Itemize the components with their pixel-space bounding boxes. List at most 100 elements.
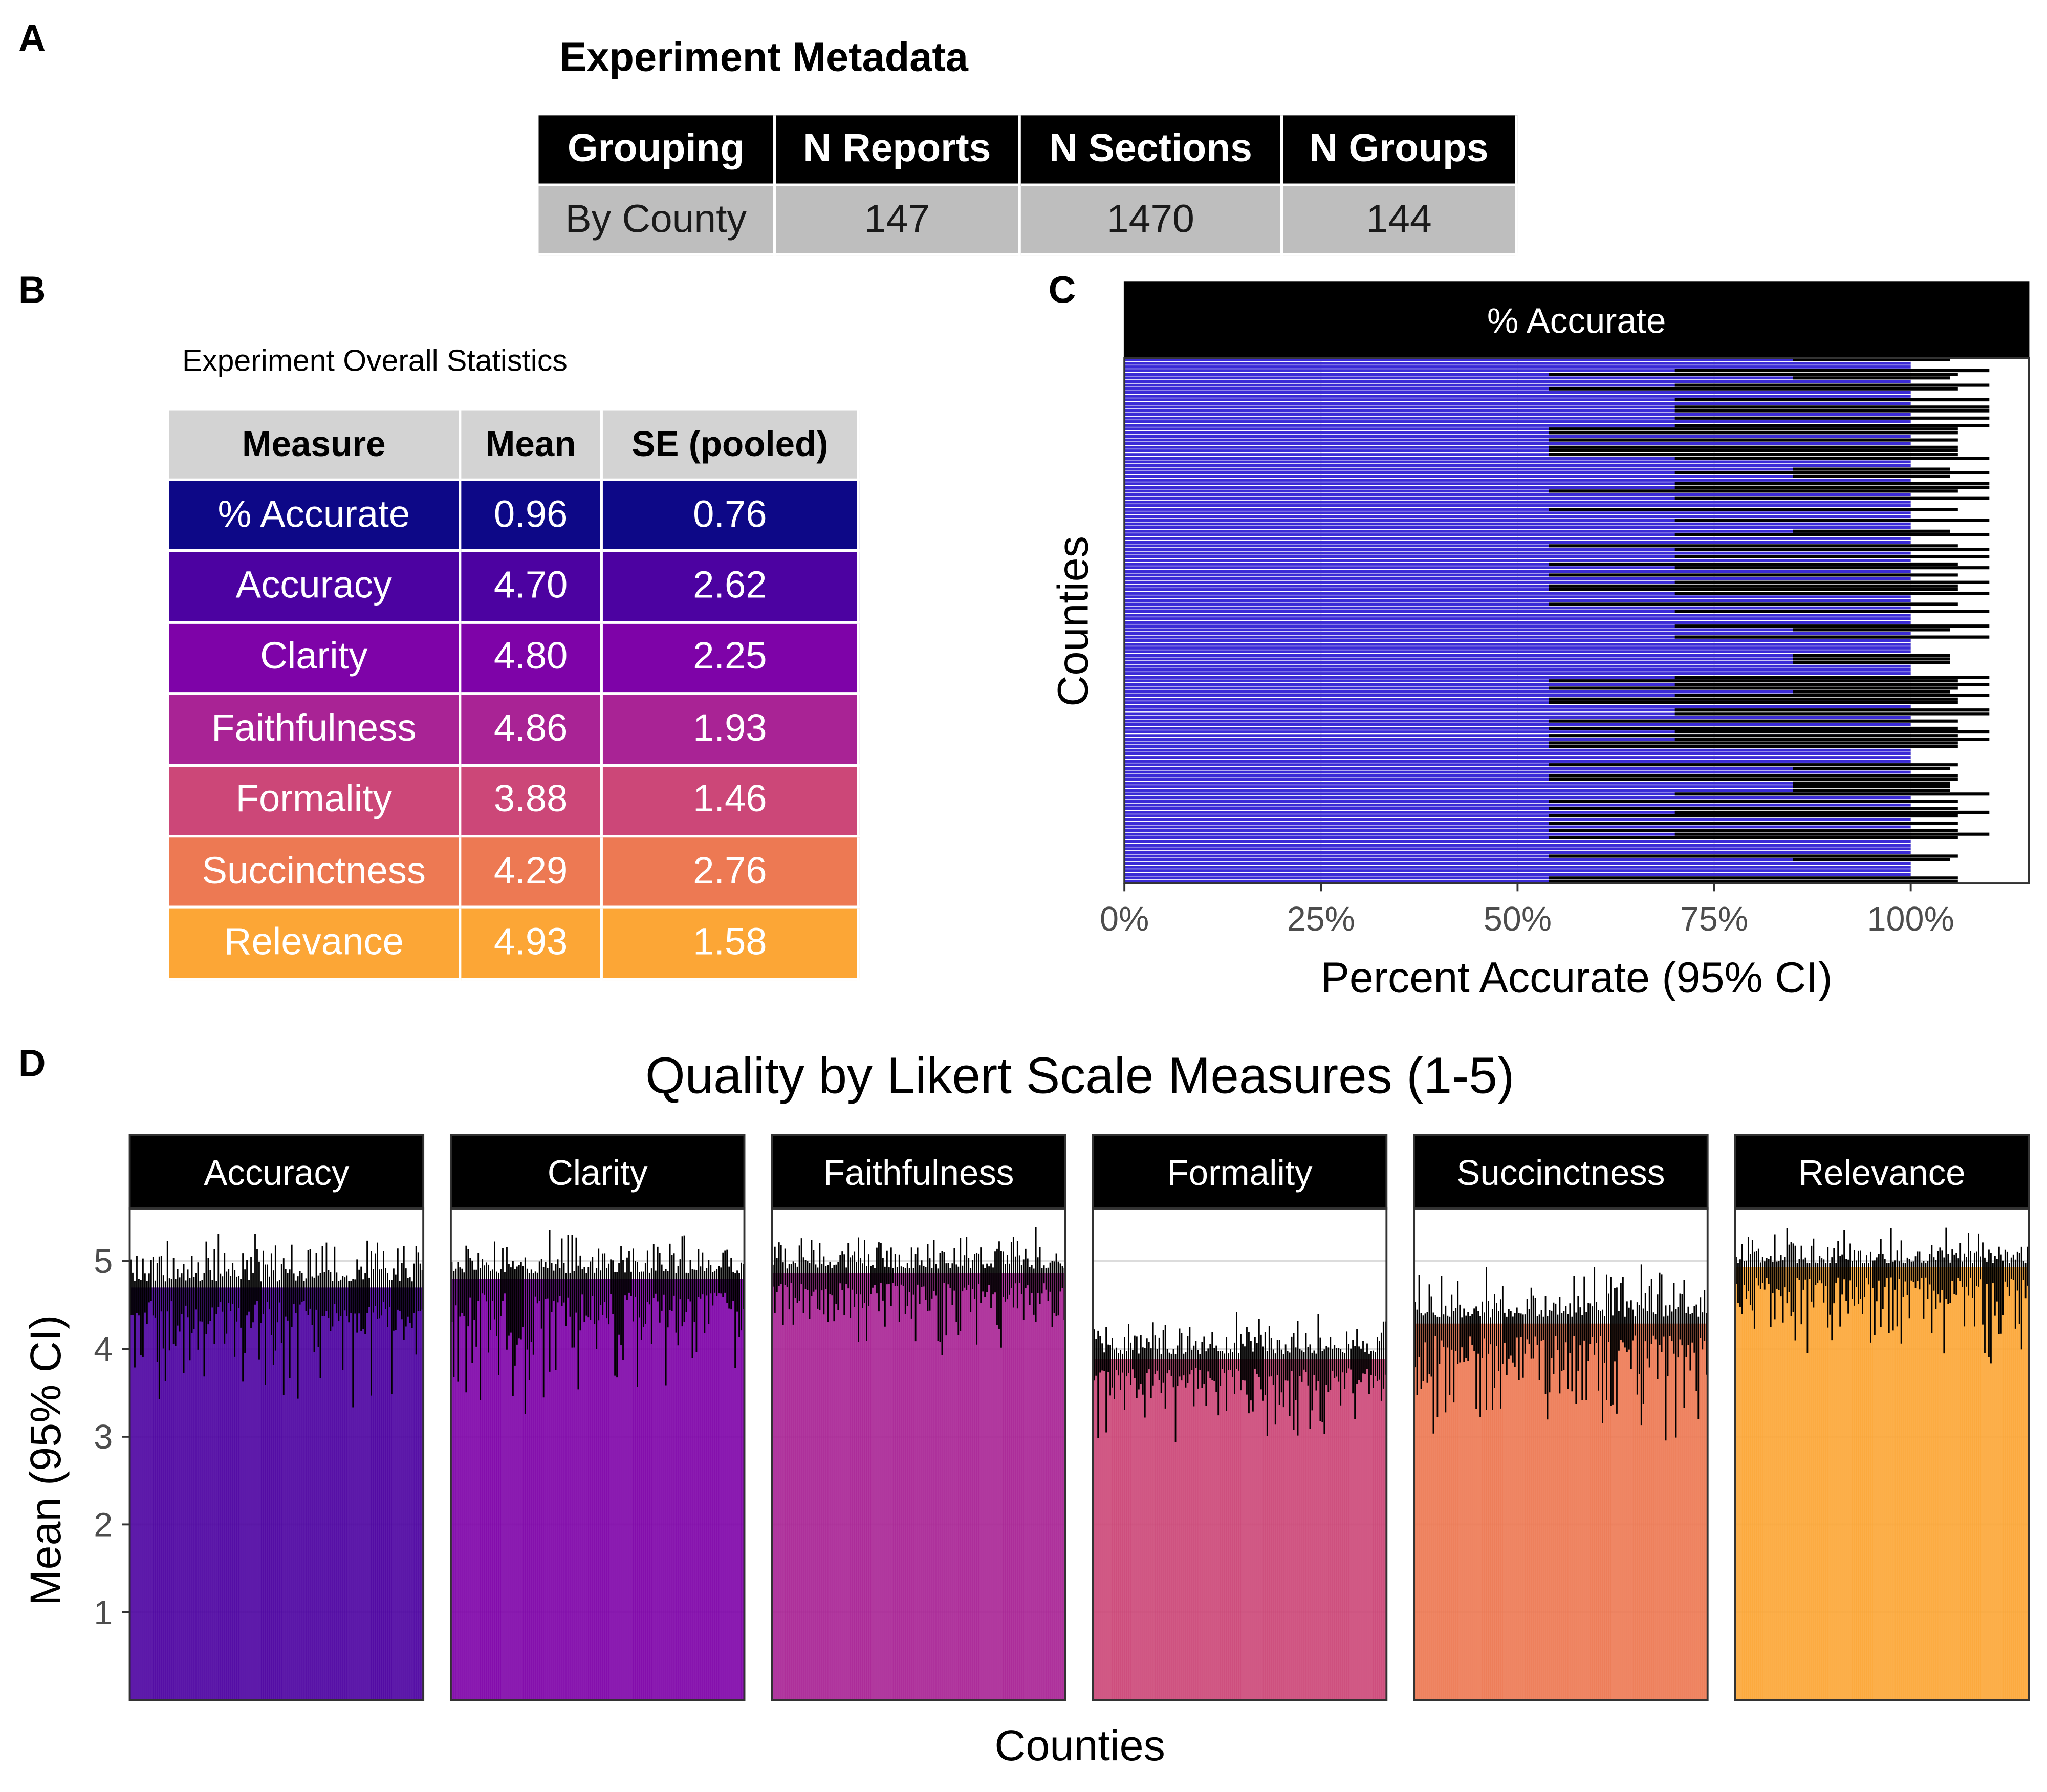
accuracy-bar: [1124, 861, 1911, 865]
accuracy-bar: [1124, 573, 1911, 577]
accuracy-bar: [1124, 563, 1911, 566]
accuracy-bar: [1124, 391, 1911, 394]
accuracy-bar: [1124, 694, 1911, 697]
accuracy-bar: [1124, 643, 1911, 646]
facet-plot-border: [449, 1207, 746, 1701]
facet-strip: [449, 1134, 746, 1210]
metadata-title: Experiment Metadata: [559, 34, 968, 80]
accuracy-bar: [1124, 683, 1911, 686]
accuracy-bar: [1124, 413, 1911, 416]
facet-strip-label: Clarity: [548, 1153, 648, 1193]
accuracy-bar: [1124, 698, 1911, 701]
accuracy-bar: [1124, 467, 1911, 471]
accuracy-bar: [1124, 803, 1911, 807]
stats-cell-se: 2.25: [602, 623, 860, 695]
facet-strip: [1092, 1134, 1388, 1210]
accuracy-bar: [1124, 479, 1911, 482]
stats-cell-se: 1.93: [602, 695, 860, 766]
accuracy-bar: [1124, 584, 1911, 588]
accuracy-bar: [1124, 475, 1911, 478]
accuracy-bar: [1124, 646, 1911, 650]
accuracy-bar: [1124, 807, 1911, 810]
metadata-header-grouping: Grouping: [538, 115, 776, 186]
accuracy-bar: [1124, 431, 1911, 435]
accuracy-chart: % Accurate 0% 25% 50% 75% 100% Percent Accur…: [1049, 281, 2030, 1002]
accuracy-bar: [1124, 464, 1911, 467]
accuracy-bar: [1124, 566, 1911, 569]
accuracy-bar: [1124, 365, 1911, 369]
accuracy-bar: [1124, 445, 1911, 449]
panel-label-b: B: [18, 270, 46, 312]
accuracy-bar: [1124, 632, 1911, 635]
accuracy-bar: [1124, 672, 1911, 675]
accuracy-bar: [1124, 482, 1911, 485]
stats-cell-measure: Succinctness: [169, 837, 462, 909]
likert-chart: Quality by Likert Scale Measures (1-5) M…: [21, 1048, 2030, 1769]
accuracy-bar: [1124, 876, 1911, 880]
accuracy-bar: [1124, 635, 1911, 639]
accuracy-bar: [1124, 818, 1911, 822]
facet-strip-label: Accuracy: [204, 1153, 350, 1193]
facet-strip-label: Formality: [1167, 1153, 1313, 1193]
accuracy-bar: [1124, 460, 1911, 464]
accuracy-bar: [1124, 686, 1911, 690]
metadata-header-n-groups: N Groups: [1283, 115, 1518, 186]
facet-bar-fill: [450, 1279, 745, 1700]
accuracy-bar: [1124, 767, 1911, 770]
accuracy-bar: [1124, 496, 1911, 500]
accuracy-bar: [1124, 832, 1911, 836]
metadata-header-n-reports: N Reports: [775, 115, 1021, 186]
accuracy-bar: [1124, 442, 1911, 445]
accuracy-bar: [1124, 416, 1911, 420]
accuracy-error-bars: [1549, 358, 1990, 883]
accuracy-bar: [1124, 457, 1911, 460]
panel-label-c: C: [1048, 270, 1076, 312]
accuracy-bar: [1124, 719, 1911, 723]
accuracy-bar: [1124, 438, 1911, 442]
accuracy-bar: [1124, 395, 1911, 398]
accuracy-bar: [1124, 836, 1911, 839]
x-tick-label: 50%: [1484, 900, 1552, 938]
accuracy-bar: [1124, 551, 1911, 555]
accuracy-bar: [1124, 778, 1911, 781]
y-tick-label: 1: [94, 1594, 113, 1632]
likert-x-axis-title: Counties: [994, 1721, 1165, 1769]
facet-strip: [771, 1134, 1066, 1210]
stats-cell-measure: % Accurate: [169, 481, 462, 553]
accuracy-bar: [1124, 449, 1911, 452]
accuracy-bar: [1124, 555, 1911, 558]
accuracy-strip-label: % Accurate: [1487, 300, 1666, 340]
accuracy-bar: [1124, 748, 1911, 752]
accuracy-bar: [1124, 544, 1911, 548]
accuracy-bar: [1124, 745, 1911, 748]
facet-strip-label: Relevance: [1798, 1153, 1966, 1193]
accuracy-x-ticks: 0% 25% 50% 75% 100%: [1100, 883, 1954, 938]
accuracy-bar: [1124, 851, 1911, 854]
stats-cell-mean: 4.93: [461, 909, 603, 980]
accuracy-bar: [1124, 376, 1911, 380]
accuracy-bar: [1124, 541, 1911, 544]
accuracy-bar: [1124, 701, 1911, 704]
accuracy-bar: [1124, 774, 1911, 778]
accuracy-bar: [1124, 854, 1911, 858]
accuracy-bar: [1124, 785, 1911, 788]
accuracy-strip: [1123, 281, 2030, 359]
accuracy-bar: [1124, 840, 1911, 843]
accuracy-bar: [1124, 708, 1911, 712]
accuracy-bar: [1124, 595, 1911, 599]
stats-header-mean: Mean: [461, 410, 603, 481]
accuracy-bar: [1124, 519, 1911, 522]
stats-cell-se: 2.62: [602, 552, 860, 624]
accuracy-bar: [1124, 533, 1911, 536]
accuracy-bar: [1124, 741, 1911, 745]
metadata-cell-n-reports: 147: [775, 186, 1021, 256]
y-tick-label: 3: [94, 1418, 113, 1456]
accuracy-bar: [1124, 858, 1911, 861]
accuracy-bar: [1124, 405, 1911, 409]
accuracy-bar: [1124, 471, 1911, 474]
accuracy-bar: [1124, 383, 1911, 387]
accuracy-bar: [1124, 847, 1911, 851]
facet-bar-fill: [129, 1287, 424, 1700]
accuracy-bar: [1124, 676, 1911, 679]
